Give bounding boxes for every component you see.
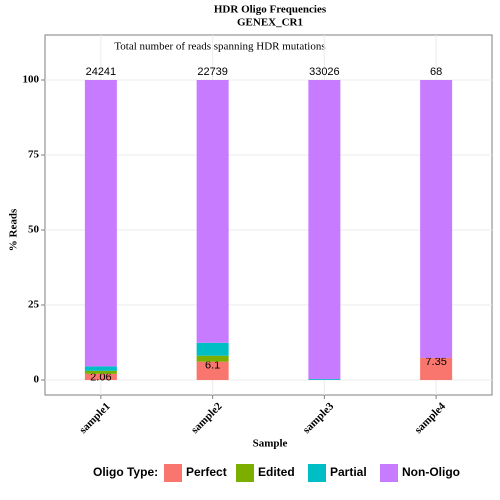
read-count: 24241 bbox=[86, 66, 117, 78]
legend-swatch bbox=[380, 464, 398, 482]
bar-segment bbox=[84, 373, 117, 380]
data-label: 6.1 bbox=[205, 360, 220, 372]
x-axis-label: Sample bbox=[253, 438, 288, 450]
legend-label: Edited bbox=[258, 465, 295, 479]
legend-label: Partial bbox=[330, 465, 367, 479]
bar-segment bbox=[308, 379, 341, 380]
read-count: 68 bbox=[430, 66, 442, 78]
bar-segment bbox=[196, 355, 229, 362]
y-tick-label: 50 bbox=[28, 224, 40, 236]
bar-segment bbox=[84, 370, 117, 374]
y-tick-label: 25 bbox=[28, 299, 40, 311]
annotation: Total number of reads spanning HDR mutat… bbox=[114, 41, 325, 53]
read-count: 33026 bbox=[309, 66, 340, 78]
x-tick-label: sample2 bbox=[189, 400, 225, 436]
bar-segment bbox=[308, 80, 341, 380]
chart-subtitle: GENEX_CR1 bbox=[237, 17, 303, 29]
chart-title: HDR Oligo Frequencies bbox=[214, 4, 327, 16]
data-label: 2.06 bbox=[90, 372, 111, 384]
y-tick-label: 100 bbox=[23, 74, 40, 86]
y-tick-label: 0 bbox=[34, 374, 40, 386]
plot-panel bbox=[44, 34, 493, 396]
bar-segment bbox=[420, 80, 453, 358]
bar-segment bbox=[84, 80, 117, 367]
legend-label: Non-Oligo bbox=[402, 465, 460, 479]
bar-segment bbox=[196, 361, 229, 380]
legend-title: Oligo Type: bbox=[93, 465, 158, 479]
legend-swatch bbox=[164, 464, 182, 482]
legend-swatch bbox=[236, 464, 254, 482]
legend-swatch bbox=[308, 464, 326, 482]
bar-segment bbox=[420, 357, 453, 380]
bar-segment bbox=[196, 80, 229, 343]
bar-segment bbox=[84, 366, 117, 371]
x-tick-label: sample4 bbox=[412, 400, 448, 436]
data-label: 7.35 bbox=[425, 356, 446, 368]
x-tick-label: sample1 bbox=[77, 400, 113, 436]
y-tick-label: 75 bbox=[28, 149, 40, 161]
y-axis-label: % Reads bbox=[8, 208, 20, 251]
x-tick-label: sample3 bbox=[301, 400, 337, 436]
bar-segment bbox=[196, 342, 229, 356]
read-count: 22739 bbox=[197, 66, 228, 78]
legend-label: Perfect bbox=[186, 465, 227, 479]
